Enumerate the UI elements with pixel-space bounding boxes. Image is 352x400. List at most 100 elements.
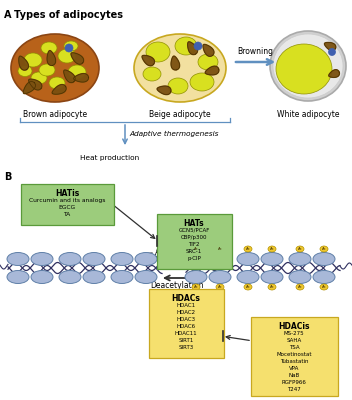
Text: Types of adipocytes: Types of adipocytes	[14, 10, 123, 20]
Polygon shape	[188, 42, 197, 55]
Ellipse shape	[194, 42, 202, 50]
Polygon shape	[157, 86, 171, 95]
Text: Deacetylation: Deacetylation	[150, 281, 204, 290]
Text: HDACis: HDACis	[278, 322, 310, 331]
Text: HDAC1
HDAC2
HDAC3
HDAC6
HDAC11
SIRT1
SIRT3: HDAC1 HDAC2 HDAC3 HDAC6 HDAC11 SIRT1 SIR…	[175, 303, 197, 350]
Ellipse shape	[276, 44, 332, 94]
Ellipse shape	[18, 66, 32, 76]
Text: Ac: Ac	[322, 285, 326, 289]
Text: Ac: Ac	[246, 285, 250, 289]
Ellipse shape	[261, 270, 283, 284]
Ellipse shape	[296, 246, 304, 252]
Polygon shape	[171, 56, 180, 70]
FancyBboxPatch shape	[20, 184, 113, 224]
Ellipse shape	[209, 252, 231, 266]
Polygon shape	[74, 74, 88, 82]
Text: A: A	[4, 10, 12, 20]
Ellipse shape	[39, 64, 55, 76]
Polygon shape	[23, 82, 36, 94]
Text: Ac: Ac	[298, 247, 302, 251]
Ellipse shape	[268, 246, 276, 252]
Ellipse shape	[111, 270, 133, 284]
Text: Ac: Ac	[218, 247, 222, 251]
Ellipse shape	[296, 284, 304, 290]
Polygon shape	[205, 66, 219, 75]
Text: Beige adipocyte: Beige adipocyte	[149, 110, 211, 119]
Text: Acetylation: Acetylation	[155, 248, 199, 257]
Text: Ac: Ac	[194, 247, 198, 251]
Ellipse shape	[313, 252, 335, 266]
FancyBboxPatch shape	[157, 214, 232, 268]
Ellipse shape	[313, 270, 335, 284]
Ellipse shape	[64, 41, 78, 51]
Ellipse shape	[168, 78, 188, 94]
Ellipse shape	[59, 252, 81, 266]
Text: Ac: Ac	[218, 285, 222, 289]
FancyBboxPatch shape	[149, 288, 224, 358]
Ellipse shape	[273, 34, 343, 98]
Ellipse shape	[268, 284, 276, 290]
Polygon shape	[142, 55, 155, 66]
Ellipse shape	[320, 284, 328, 290]
Ellipse shape	[175, 37, 197, 55]
Text: Ac: Ac	[270, 247, 274, 251]
Ellipse shape	[31, 252, 53, 266]
Text: B: B	[4, 172, 11, 182]
Text: Ac: Ac	[270, 285, 274, 289]
Ellipse shape	[216, 246, 224, 252]
Polygon shape	[29, 79, 42, 90]
Ellipse shape	[135, 252, 157, 266]
Ellipse shape	[270, 31, 346, 101]
Text: Curcumin and its analogs
EGCG
TA: Curcumin and its analogs EGCG TA	[29, 198, 105, 217]
Polygon shape	[325, 42, 336, 51]
Ellipse shape	[59, 270, 81, 284]
Ellipse shape	[320, 246, 328, 252]
Text: Ac: Ac	[194, 285, 198, 289]
Text: Ac: Ac	[246, 247, 250, 251]
Polygon shape	[64, 70, 75, 83]
Ellipse shape	[209, 270, 231, 284]
Ellipse shape	[31, 270, 53, 284]
Ellipse shape	[244, 284, 252, 290]
Ellipse shape	[216, 284, 224, 290]
Ellipse shape	[65, 44, 73, 52]
Ellipse shape	[192, 246, 200, 252]
Ellipse shape	[185, 252, 207, 266]
Ellipse shape	[261, 252, 283, 266]
Text: Browning: Browning	[237, 47, 273, 56]
Polygon shape	[71, 53, 84, 64]
Ellipse shape	[192, 284, 200, 290]
Polygon shape	[47, 51, 56, 66]
Text: White adipocyte: White adipocyte	[277, 110, 339, 119]
Ellipse shape	[111, 252, 133, 266]
Ellipse shape	[135, 270, 157, 284]
Text: Heat production: Heat production	[80, 155, 140, 161]
Text: MS-275
SAHA
TSA
Mocetinostat
Tubastatin
VPA
NaB
RGFP966
T247: MS-275 SAHA TSA Mocetinostat Tubastatin …	[276, 331, 312, 392]
Ellipse shape	[146, 42, 170, 62]
Polygon shape	[329, 70, 339, 77]
Ellipse shape	[185, 270, 207, 284]
Ellipse shape	[31, 72, 47, 84]
Ellipse shape	[289, 270, 311, 284]
Ellipse shape	[49, 77, 65, 89]
Polygon shape	[203, 44, 214, 56]
Polygon shape	[52, 84, 66, 94]
Text: HATs: HATs	[184, 219, 204, 228]
Ellipse shape	[24, 53, 42, 67]
Ellipse shape	[237, 252, 259, 266]
Ellipse shape	[68, 65, 86, 79]
Text: HDACs: HDACs	[171, 294, 200, 303]
Ellipse shape	[328, 48, 335, 56]
Text: Ac: Ac	[322, 247, 326, 251]
Ellipse shape	[237, 270, 259, 284]
Ellipse shape	[83, 252, 105, 266]
Ellipse shape	[83, 270, 105, 284]
Polygon shape	[19, 56, 29, 70]
Ellipse shape	[41, 42, 57, 54]
Ellipse shape	[134, 34, 226, 102]
Ellipse shape	[11, 34, 99, 102]
Text: GCN5/PCAF
CBP/p300
TIF2
SRC-1
p·CIP: GCN5/PCAF CBP/p300 TIF2 SRC-1 p·CIP	[178, 228, 210, 261]
Ellipse shape	[7, 252, 29, 266]
Text: Ac: Ac	[298, 285, 302, 289]
FancyBboxPatch shape	[251, 316, 338, 396]
